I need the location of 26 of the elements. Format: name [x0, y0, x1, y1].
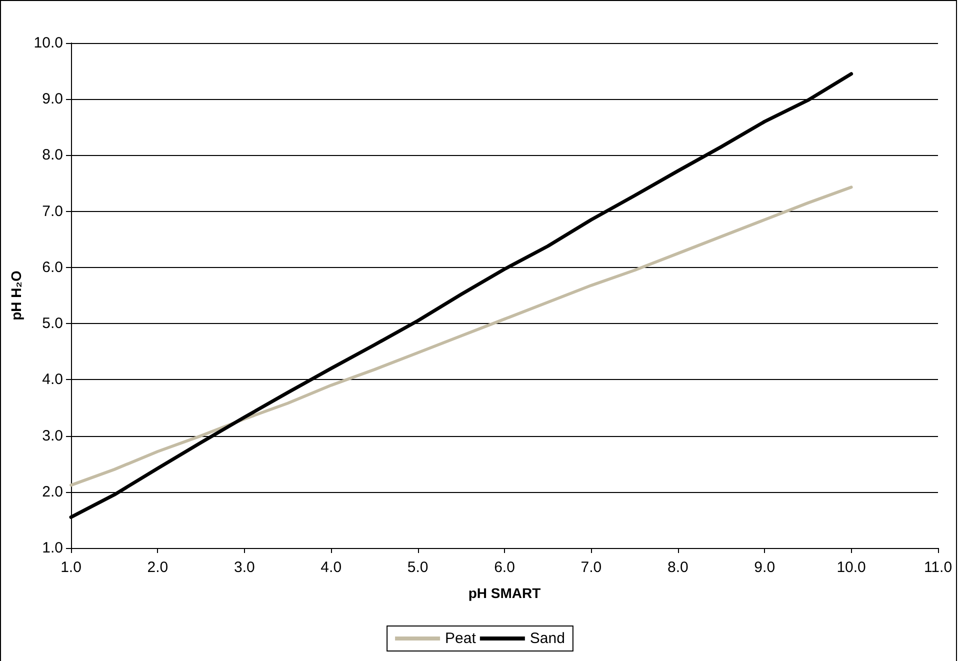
y-tick-label: 8.0: [42, 146, 63, 164]
x-tick-label: 3.0: [234, 559, 255, 576]
y-tick-label: 4.0: [42, 371, 63, 388]
y-tick-label: 6.0: [42, 258, 63, 276]
x-tick-label: 11.0: [924, 559, 952, 576]
y-axis-title: pH H₂O: [8, 270, 24, 320]
legend-label: Peat: [445, 630, 477, 647]
x-tick-label: 2.0: [147, 559, 168, 576]
line-series: [70, 186, 853, 487]
x-tick-label: 4.0: [320, 559, 342, 576]
x-tick-label: 6.0: [494, 559, 515, 576]
x-tick-label: 1.0: [60, 559, 82, 576]
x-tick-label: 5.0: [407, 559, 428, 576]
y-tick-label: 7.0: [42, 202, 63, 220]
x-tick-label: 9.0: [754, 559, 776, 576]
x-axis-title: pH SMART: [468, 585, 542, 601]
y-tick-label: 3.0: [42, 427, 63, 444]
y-tick-label: 1.0: [42, 540, 63, 556]
x-tick-label: 7.0: [580, 559, 602, 576]
y-tick-label: 10.0: [34, 34, 63, 52]
y-tick-label: 2.0: [42, 483, 63, 500]
legend-label: Sand: [530, 630, 565, 647]
y-tick-label: 9.0: [42, 90, 63, 108]
y-tick-label: 5.0: [42, 315, 63, 332]
x-tick-label: 8.0: [667, 559, 688, 576]
x-tick-label: 10.0: [836, 559, 866, 576]
